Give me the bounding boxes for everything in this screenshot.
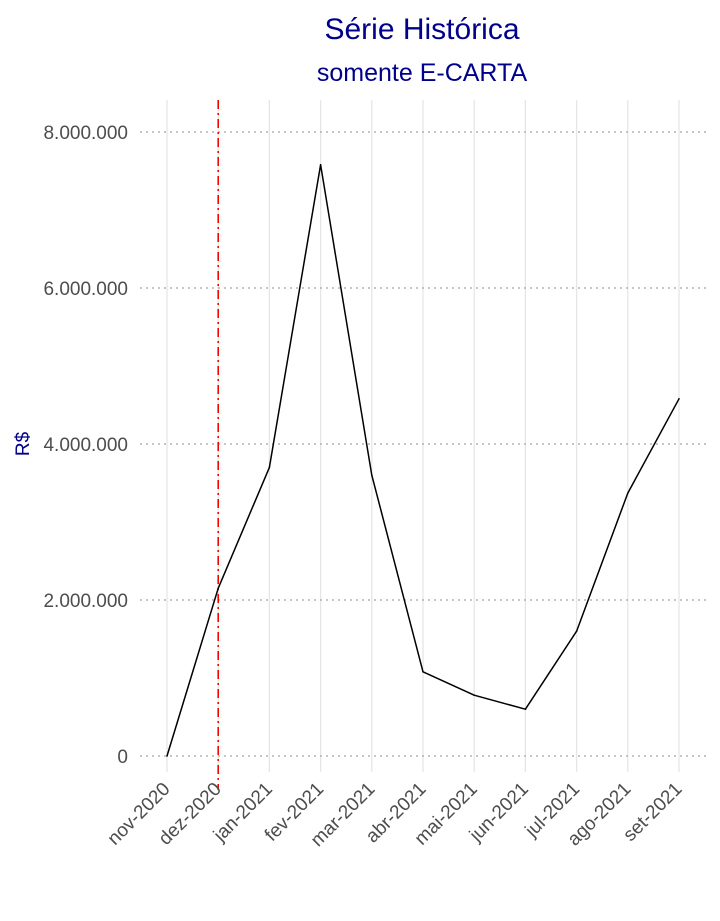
- data-point: [473, 694, 476, 696]
- data-point: [524, 708, 527, 710]
- chart-subtitle: somente E-CARTA: [317, 59, 528, 87]
- y-tick-label: 4.000.000: [43, 435, 128, 456]
- y-tick-label: 2.000.000: [43, 591, 128, 612]
- data-point: [627, 492, 629, 494]
- y-axis-label: R$: [13, 431, 34, 456]
- x-tick-labels: nov-2020dez-2020jan-2021fev-2021mar-2021…: [104, 779, 687, 851]
- data-point: [319, 163, 322, 166]
- y-tick-label: 0: [117, 747, 128, 768]
- data-point: [371, 474, 373, 477]
- y-tick-labels: 0 2.000.000 4.000.000 6.000.000 8.000.000: [43, 123, 128, 768]
- series-group: [166, 163, 680, 757]
- y-tick-label: 6.000.000: [43, 279, 128, 300]
- data-point: [678, 397, 680, 400]
- data-point: [422, 670, 424, 673]
- data-point: [268, 466, 271, 469]
- data-point: [217, 587, 219, 590]
- y-gridlines: [140, 131, 708, 757]
- y-tick-label: 8.000.000: [43, 123, 128, 144]
- data-point: [575, 630, 578, 632]
- data-point: [166, 755, 168, 757]
- x-gridlines: [166, 100, 680, 772]
- chart-title: Série Histórica: [324, 13, 519, 46]
